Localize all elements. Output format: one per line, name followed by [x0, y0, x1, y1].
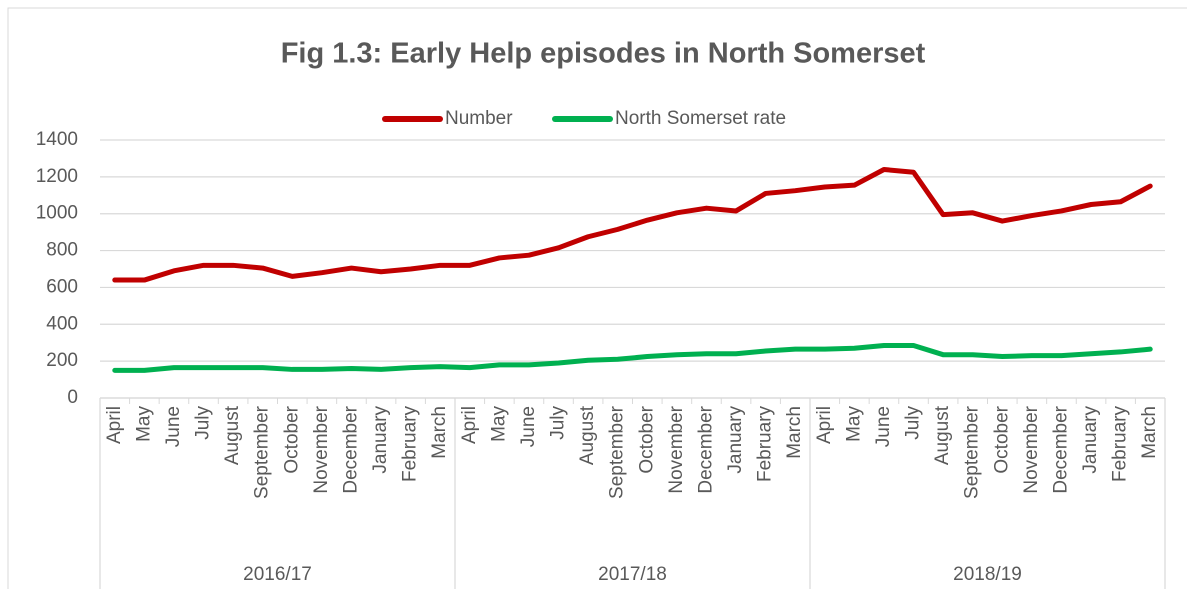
- x-tick-label: March: [429, 406, 450, 459]
- x-tick-label: January: [725, 406, 746, 474]
- x-tick-label: November: [311, 405, 332, 493]
- group-label: 2017/18: [598, 564, 667, 585]
- x-tick-label: July: [193, 406, 214, 440]
- x-tick-label: September: [962, 405, 983, 499]
- x-tick-label: April: [814, 406, 835, 444]
- x-tick-label: July: [548, 406, 569, 440]
- x-tick-label: September: [607, 405, 628, 499]
- x-tick-label: March: [1139, 406, 1160, 459]
- legend-label: Number: [445, 108, 513, 129]
- chart-title: Fig 1.3: Early Help episodes in North So…: [281, 38, 926, 70]
- x-tick-label: March: [784, 406, 805, 459]
- group-label: 2018/19: [953, 564, 1022, 585]
- x-tick-label: May: [488, 406, 509, 442]
- group-label: 2016/17: [243, 564, 312, 585]
- x-tick-label: June: [518, 406, 539, 447]
- legend-label: North Somerset rate: [615, 108, 786, 129]
- x-tick-label: October: [636, 405, 657, 473]
- x-tick-label: February: [1110, 406, 1131, 483]
- x-tick-label: August: [932, 405, 953, 465]
- x-tick-label: August: [222, 405, 243, 465]
- x-tick-label: December: [340, 405, 361, 493]
- y-tick-label: 1200: [36, 166, 78, 187]
- x-tick-label: October: [991, 405, 1012, 473]
- x-tick-label: August: [577, 405, 598, 465]
- x-tick-label: October: [281, 405, 302, 473]
- chart-border: [7, 7, 1187, 589]
- x-tick-label: November: [1021, 405, 1042, 493]
- x-tick-label: February: [755, 406, 776, 483]
- y-tick-label: 1000: [36, 203, 78, 224]
- y-tick-label: 800: [46, 240, 78, 261]
- x-tick-label: June: [163, 406, 184, 447]
- y-tick-label: 0: [67, 387, 78, 408]
- y-tick-label: 200: [46, 350, 78, 371]
- x-tick-label: April: [459, 406, 480, 444]
- x-tick-label: December: [695, 405, 716, 493]
- x-tick-label: May: [133, 406, 154, 442]
- y-tick-label: 1400: [36, 129, 78, 150]
- y-tick-label: 600: [46, 276, 78, 297]
- series-line: [112, 166, 1153, 283]
- x-tick-label: December: [1050, 405, 1071, 493]
- x-tick-label: November: [666, 405, 687, 493]
- y-tick-label: 400: [46, 313, 78, 334]
- series-line: [112, 342, 1153, 373]
- x-tick-label: April: [104, 406, 125, 444]
- x-tick-label: May: [843, 406, 864, 442]
- x-tick-label: September: [252, 405, 273, 499]
- x-tick-label: June: [873, 406, 894, 447]
- x-tick-label: July: [903, 406, 924, 440]
- x-tick-label: January: [370, 406, 391, 474]
- x-tick-label: January: [1080, 406, 1101, 474]
- x-tick-label: February: [400, 406, 421, 483]
